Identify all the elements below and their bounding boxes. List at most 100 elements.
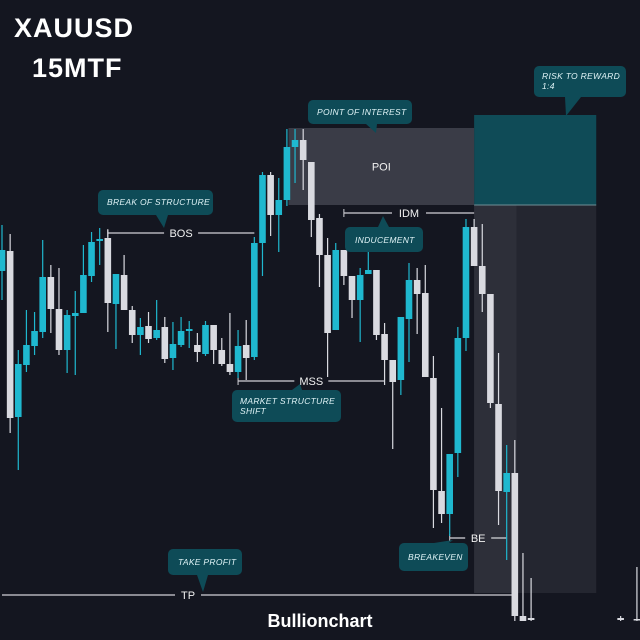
callout-take-profit: TAKE PROFIT (168, 549, 242, 592)
candle-body (202, 325, 209, 354)
candle (324, 238, 331, 377)
candle (137, 318, 144, 355)
candle-body (88, 242, 95, 276)
candle (153, 300, 160, 340)
candle (104, 230, 112, 332)
candle (6, 234, 14, 433)
candle-body (120, 275, 128, 310)
candle (454, 327, 462, 477)
candle-body (47, 277, 55, 309)
candle (96, 228, 103, 265)
candle-body (316, 218, 323, 255)
candle-body (210, 325, 217, 350)
candle (63, 310, 71, 373)
candle (446, 454, 453, 536)
candle-body (397, 317, 405, 380)
candle (259, 172, 266, 276)
candle (210, 325, 217, 364)
candle-body (299, 140, 307, 160)
candle-body (340, 250, 348, 276)
candle-body (438, 491, 445, 514)
callout-risk-reward: RISK TO REWARD 1:4 (534, 66, 626, 116)
callout-text: INDUCEMENT (355, 235, 415, 245)
callout-inducement: INDUCEMENT (345, 216, 423, 252)
callout-text: MARKET STRUCTURE (240, 396, 335, 406)
candle-body (137, 327, 144, 335)
candle (503, 445, 510, 560)
level-label: MSS (299, 376, 323, 388)
level-label: IDM (399, 208, 419, 220)
candle-body (503, 473, 510, 492)
candle (527, 578, 535, 621)
candle (88, 232, 95, 282)
callout-market-structure-shift: MARKET STRUCTURE SHIFT (232, 384, 341, 422)
candle (185, 321, 193, 348)
candle (633, 567, 640, 621)
candle-body (487, 294, 494, 403)
level-label: BOS (169, 228, 192, 240)
candle-body (234, 346, 242, 372)
callout-breakeven: BREAKEVEN (399, 540, 468, 571)
candle (413, 268, 421, 334)
candle-body (381, 334, 388, 360)
candle-body (308, 162, 315, 220)
candle (373, 270, 380, 340)
candle (71, 291, 79, 375)
candle-body (283, 147, 291, 200)
callout-text: 1:4 (542, 81, 555, 91)
symbol-title: XAUUSD (14, 13, 135, 43)
candle-body (511, 473, 519, 616)
candle (234, 330, 242, 378)
candle (55, 268, 63, 355)
candle (23, 310, 30, 372)
level-bos: BOS (107, 228, 255, 240)
candle (202, 321, 209, 356)
level-mss: MSS (237, 376, 385, 388)
candle (405, 263, 413, 362)
candle (14, 350, 22, 470)
candle (194, 333, 201, 362)
candle (120, 255, 128, 310)
candle-body (421, 293, 429, 377)
candle-body (348, 276, 356, 300)
candle-body (218, 350, 226, 364)
candle-body (0, 250, 6, 271)
candle-body (104, 238, 112, 303)
timeframe-title: 15MTF (32, 53, 123, 83)
candle (495, 353, 502, 525)
candle (340, 250, 348, 285)
candle-body (519, 616, 527, 621)
poi-zone (288, 128, 475, 205)
candle-body (495, 404, 502, 491)
candle-body (128, 310, 136, 335)
candle (430, 356, 437, 528)
candle-body (161, 327, 169, 359)
candle (487, 294, 494, 408)
candle-body (413, 280, 421, 294)
candle (275, 178, 283, 252)
candle (283, 129, 291, 206)
candle (226, 313, 234, 375)
candle-body (153, 330, 160, 338)
candle (462, 219, 470, 351)
callout-text: SHIFT (240, 406, 267, 416)
candle-body (365, 270, 372, 274)
candle-body (470, 227, 478, 266)
candle (332, 243, 340, 330)
candle-body (185, 329, 193, 331)
level-idm: IDM (343, 208, 475, 220)
candle-body (527, 618, 535, 620)
candle (470, 219, 478, 266)
candle-body (96, 239, 103, 241)
candle-body (251, 243, 258, 357)
candle-body (23, 345, 30, 365)
brand-watermark: Bullionchart (267, 611, 373, 631)
candle (47, 265, 55, 333)
callout-text: TAKE PROFIT (178, 557, 237, 567)
candle (242, 320, 250, 380)
candle-body (80, 275, 87, 313)
candle (80, 245, 87, 313)
candle-body (6, 251, 14, 418)
